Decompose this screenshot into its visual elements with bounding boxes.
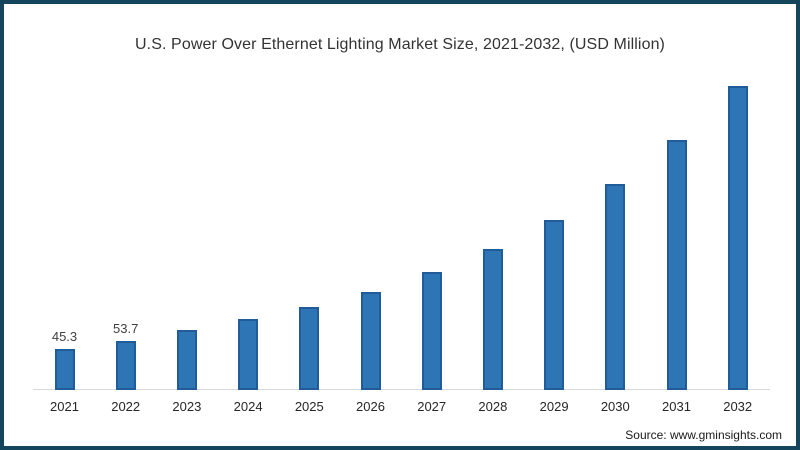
x-tick-label: 2027 — [417, 399, 447, 414]
chart-title: U.S. Power Over Ethernet Lighting Market… — [135, 36, 665, 53]
bar-2031 — [666, 140, 687, 390]
bar-2026 — [360, 292, 381, 390]
x-tick-label: 2029 — [539, 399, 569, 414]
x-tick-label: 2023 — [172, 399, 202, 414]
bar-value-label: 45.3 — [51, 329, 78, 344]
plot-area: 2021 45.3 2022 53.7 2023 2024 2025 2026 2027 2028… — [33, 60, 770, 414]
x-tick-label: 2022 — [111, 399, 141, 414]
source-credit: Source: www.gminsights.com — [625, 428, 782, 442]
bar-2027 — [421, 272, 442, 390]
bar-2030 — [605, 184, 626, 390]
x-tick-label: 2021 — [50, 399, 79, 414]
bar-2022 — [115, 341, 136, 390]
x-tick-label: 2026 — [356, 399, 385, 414]
bar-2029 — [544, 220, 565, 390]
bar-2032 — [727, 86, 748, 390]
x-axis-line — [33, 389, 770, 390]
x-tick-label: 2031 — [662, 399, 691, 414]
bar-value-label: 53.7 — [113, 321, 139, 336]
bar-2021 — [54, 349, 75, 390]
x-tick-label: 2032 — [723, 399, 753, 414]
bar-2024 — [238, 319, 259, 390]
x-tick-label: 2030 — [600, 399, 630, 414]
bar-2023 — [176, 330, 197, 390]
x-tick-label: 2028 — [478, 399, 508, 414]
bar-2025 — [299, 307, 320, 390]
x-tick-label: 2025 — [294, 399, 324, 414]
x-tick-label: 2024 — [233, 399, 263, 414]
bar-2028 — [482, 249, 503, 390]
